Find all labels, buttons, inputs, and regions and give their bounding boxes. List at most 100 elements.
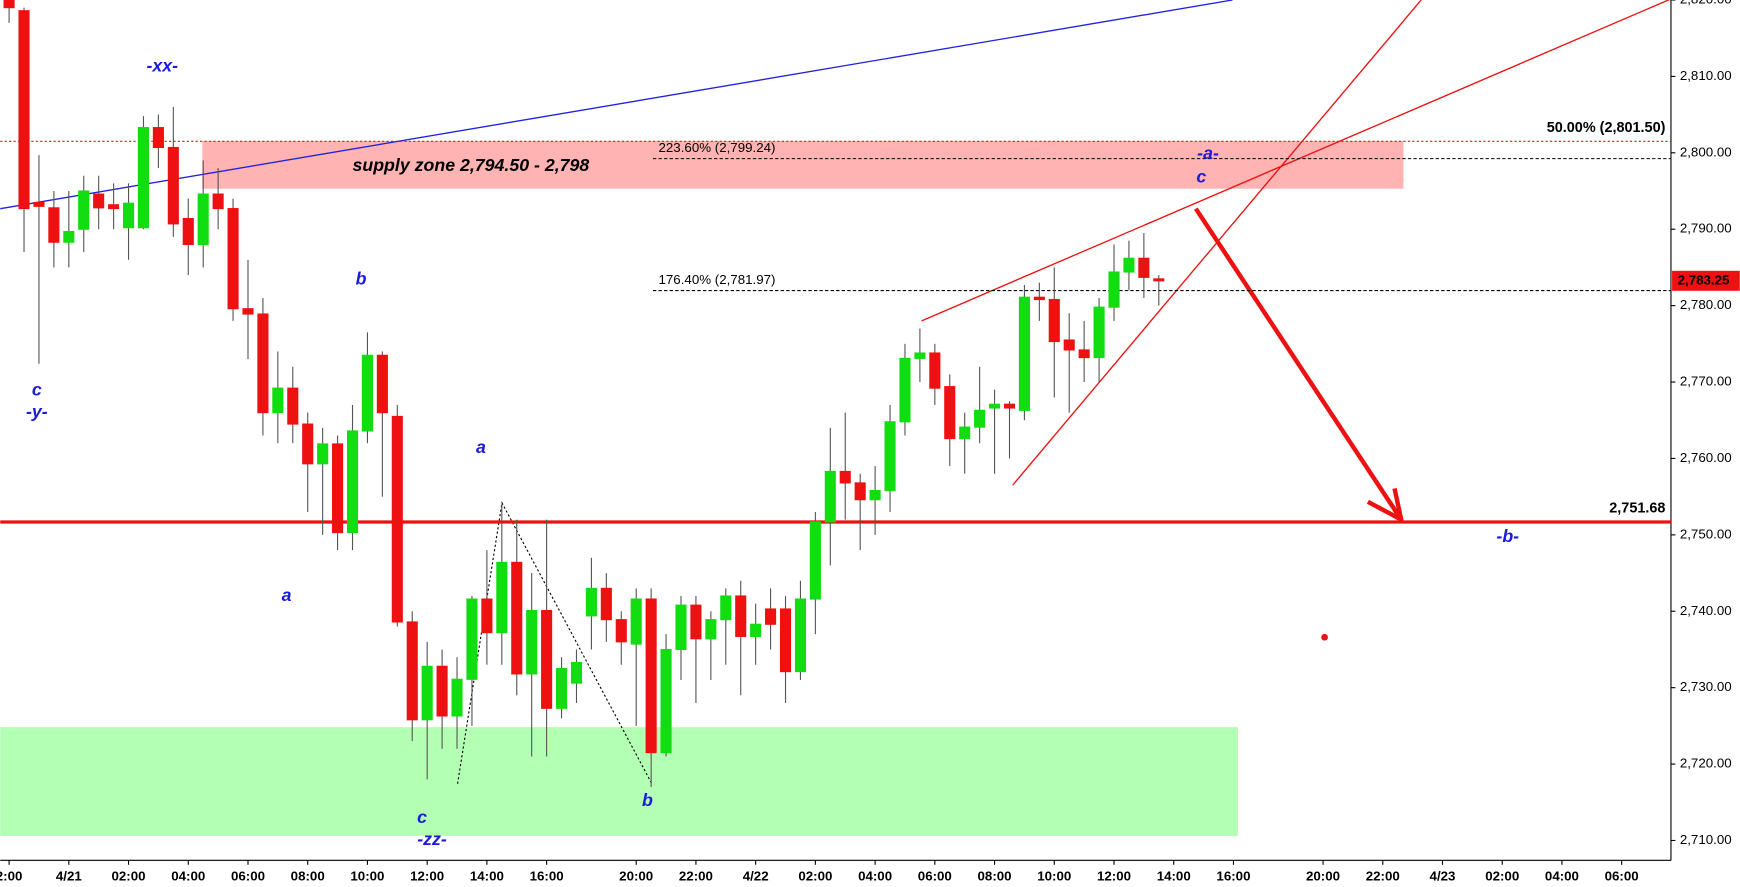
candle-body	[899, 357, 911, 423]
x-tick-label: 14:00	[470, 869, 504, 884]
candle-body	[18, 10, 30, 210]
candle-body	[302, 423, 314, 465]
x-tick-label: 10:00	[350, 869, 384, 884]
candle-body	[705, 619, 717, 640]
candle-body	[929, 352, 941, 389]
arrow	[1193, 207, 1404, 521]
candle-body	[570, 661, 583, 684]
candle-body	[511, 561, 523, 675]
candle-body	[1018, 296, 1030, 411]
demand-zone	[0, 727, 1239, 836]
candle-body	[765, 608, 777, 625]
x-tick-label: 4/22	[743, 869, 769, 884]
candle-body	[884, 421, 896, 492]
wave-label: -zz-	[417, 829, 447, 849]
candle-body	[526, 609, 538, 675]
x-tick-label: 16:00	[530, 869, 564, 884]
wave-label: -b-	[1496, 526, 1519, 546]
candle-body	[481, 598, 493, 634]
candle-body	[1003, 403, 1016, 409]
x-tick-label: 4/21	[56, 869, 83, 884]
candle-body	[809, 521, 821, 600]
x-tick-label: 04:00	[171, 869, 205, 884]
x-tick-label: 20:00	[1306, 869, 1340, 884]
candle-body	[839, 470, 851, 484]
candle-body	[914, 352, 926, 359]
candle-body	[1063, 339, 1075, 351]
candle-body	[585, 587, 597, 617]
candle-body	[974, 409, 986, 428]
x-tick-label: 06:00	[231, 869, 265, 884]
y-tick-label: 2,760.00	[1680, 450, 1732, 465]
candle-body	[227, 208, 239, 310]
candle-body	[541, 609, 553, 709]
y-tick-label: 2,820.00	[1680, 0, 1732, 7]
marker-dot	[1321, 633, 1328, 641]
candle-body	[1093, 306, 1105, 359]
x-tick-label: 04:00	[1545, 869, 1579, 884]
y-tick-label: 2,810.00	[1680, 68, 1732, 83]
y-tick-label: 2,800.00	[1680, 144, 1732, 159]
wave-label: b	[356, 268, 367, 288]
candle-body	[182, 217, 194, 246]
trend-line	[0, 0, 1233, 210]
x-tick-label: 02:00	[798, 869, 832, 884]
candle-body	[1138, 257, 1150, 278]
x-tick-label: 02:00	[1485, 869, 1519, 884]
candle-body	[944, 386, 956, 440]
candle-body	[824, 470, 836, 523]
candle-body	[555, 668, 568, 709]
channel-line	[921, 0, 1671, 322]
supply-zone	[202, 140, 1404, 189]
candle-body	[361, 354, 373, 432]
x-tick-label: 16:00	[1216, 869, 1250, 884]
candle-body	[376, 354, 388, 414]
candle-body	[869, 489, 881, 501]
candle-body	[257, 313, 269, 414]
candle-body	[1078, 349, 1090, 359]
candle-body	[1108, 271, 1120, 308]
wave-label: c	[32, 379, 42, 399]
y-tick-label: 2,720.00	[1680, 756, 1732, 771]
y-tick-label: 2,770.00	[1680, 374, 1732, 389]
candle-body	[600, 587, 612, 621]
candle-body	[630, 598, 642, 645]
last-price-box	[1672, 270, 1740, 291]
level-label: 176.40% (2,781.97)	[659, 272, 776, 287]
candle-body	[451, 678, 463, 717]
y-tick-label: 2,790.00	[1680, 221, 1732, 236]
candle-body	[645, 598, 657, 754]
candle-body	[720, 595, 732, 621]
arrow-head	[1366, 487, 1405, 524]
last-price-label: 2,783.25	[1678, 272, 1730, 287]
candle-body	[332, 443, 344, 534]
y-tick-label: 2,740.00	[1680, 603, 1732, 618]
wave-label: -xx-	[146, 55, 178, 75]
candle-body	[63, 230, 75, 243]
candle-body	[3, 0, 15, 9]
y-tick-label: 2,780.00	[1680, 297, 1732, 312]
x-tick-label: 10:00	[1037, 869, 1071, 884]
candle-body	[436, 665, 448, 717]
candle-body	[421, 665, 433, 721]
candle-body	[660, 648, 672, 754]
x-tick-label: 20:00	[619, 869, 653, 884]
candle-body	[690, 604, 702, 640]
candle-body	[1033, 296, 1045, 301]
candle-body	[108, 204, 120, 210]
x-tick-label: 22:00	[679, 869, 713, 884]
level-label: 50.00% (2,801.50)	[1547, 120, 1666, 136]
x-tick-label: 12:00	[1097, 869, 1131, 884]
candle-body	[854, 482, 866, 501]
candle-body	[406, 621, 418, 721]
y-tick-label: 2,750.00	[1680, 526, 1732, 541]
candle-body	[122, 202, 135, 229]
wave-label: b	[642, 790, 653, 810]
candle-body	[779, 608, 792, 673]
supply-zone-label: supply zone 2,794.50 - 2,798	[353, 155, 590, 175]
wave-label: c	[417, 807, 427, 827]
candle-body	[287, 387, 299, 425]
candle-body	[33, 201, 45, 207]
candle-body	[167, 146, 179, 225]
